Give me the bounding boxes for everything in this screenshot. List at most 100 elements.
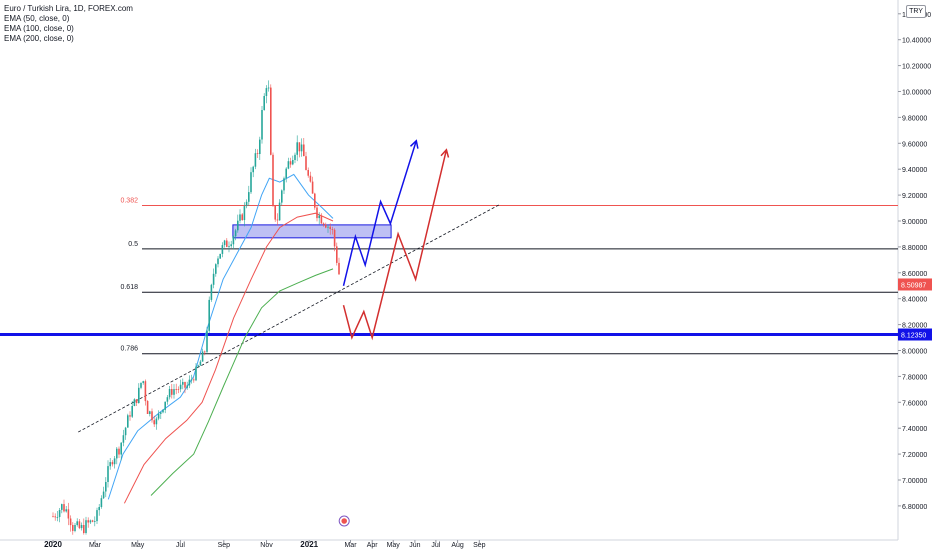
ema-100-legend[interactable]: EMA (100, close, 0) bbox=[4, 24, 74, 33]
candle-body bbox=[292, 160, 294, 165]
x-tick-label: Nov bbox=[260, 542, 273, 549]
candle-body bbox=[276, 219, 279, 221]
candle-body bbox=[226, 240, 228, 247]
y-tick-label: 9.20000 bbox=[902, 193, 927, 200]
candle-body bbox=[54, 516, 56, 518]
y-tick-label: 7.00000 bbox=[902, 478, 927, 485]
candle-body bbox=[215, 264, 217, 274]
event-marker-dot bbox=[341, 518, 348, 524]
candle-body bbox=[267, 87, 270, 89]
candle-body bbox=[261, 110, 263, 140]
candle-body bbox=[195, 366, 197, 381]
candle-body bbox=[314, 193, 316, 208]
y-tick-label: 6.80000 bbox=[902, 504, 927, 511]
candle-body bbox=[311, 181, 314, 194]
candle-body bbox=[168, 389, 171, 398]
candle-body bbox=[69, 518, 72, 526]
candle-body bbox=[272, 154, 274, 206]
y-tick-label: 9.40000 bbox=[902, 167, 927, 174]
candle-body bbox=[157, 413, 160, 419]
candle-body bbox=[85, 520, 87, 533]
currency-badge[interactable]: TRY bbox=[906, 5, 926, 18]
candle-body bbox=[305, 156, 307, 170]
candle-body bbox=[179, 384, 182, 390]
candle-body bbox=[173, 389, 175, 395]
price-label: 8.12350 bbox=[901, 333, 926, 340]
candle-body bbox=[327, 226, 329, 228]
candle-body bbox=[283, 178, 285, 191]
candle-body bbox=[98, 507, 100, 511]
candle-body bbox=[135, 399, 138, 403]
price-label-bg bbox=[898, 328, 932, 341]
candle-body bbox=[206, 330, 208, 352]
candle-body bbox=[61, 504, 63, 510]
candle-body bbox=[228, 246, 230, 247]
bullish-projection-path-arrowhead bbox=[409, 139, 419, 149]
x-tick-label: 2021 bbox=[300, 540, 318, 549]
candle-body bbox=[197, 365, 199, 367]
candle-body bbox=[65, 509, 67, 512]
y-tick-label: 8.00000 bbox=[902, 349, 927, 356]
candle-body bbox=[182, 382, 184, 385]
candle-body bbox=[298, 142, 301, 152]
candle-body bbox=[208, 299, 210, 331]
candle-body bbox=[278, 202, 281, 221]
x-tick-label: Jun bbox=[409, 542, 420, 549]
candle-body bbox=[309, 175, 312, 182]
y-tick-label: 7.60000 bbox=[902, 400, 927, 407]
candle-body bbox=[76, 521, 78, 525]
x-tick-label: Jul bbox=[431, 542, 440, 549]
candle-body bbox=[322, 223, 325, 225]
candle-body bbox=[230, 244, 232, 247]
candle-body bbox=[338, 262, 340, 275]
candle-body bbox=[164, 401, 166, 410]
candle-body bbox=[52, 516, 54, 518]
fib-label-0.382: 0.382 bbox=[120, 197, 138, 204]
candle-body bbox=[223, 240, 226, 246]
candle-body bbox=[281, 190, 283, 203]
y-tick-label: 7.20000 bbox=[902, 452, 927, 459]
ema-50-legend[interactable]: EMA (50, close, 0) bbox=[4, 14, 70, 23]
candle-body bbox=[120, 442, 122, 455]
y-tick-label: 9.00000 bbox=[902, 219, 927, 226]
ema-200-legend[interactable]: EMA (200, close, 0) bbox=[4, 34, 74, 43]
x-tick-label: May bbox=[131, 542, 145, 549]
candle-body bbox=[107, 466, 109, 482]
candle-body bbox=[193, 379, 195, 381]
x-tick-label: May bbox=[387, 542, 401, 549]
candle-body bbox=[199, 361, 202, 366]
x-tick-label: 2020 bbox=[44, 540, 62, 549]
candle-body bbox=[252, 166, 254, 173]
x-tick-label: Apr bbox=[367, 542, 379, 549]
candle-body bbox=[146, 401, 149, 414]
candle-body bbox=[294, 154, 296, 160]
candle-body bbox=[307, 170, 309, 176]
candle-body bbox=[124, 427, 127, 436]
candle-body bbox=[177, 389, 180, 390]
candle-body bbox=[331, 229, 334, 230]
candle-body bbox=[232, 236, 235, 245]
x-tick-label: Jul bbox=[176, 542, 185, 549]
candle-body bbox=[303, 144, 305, 157]
candle-body bbox=[83, 525, 85, 533]
candle-body bbox=[248, 192, 250, 202]
candle-body bbox=[80, 525, 83, 529]
candle-body bbox=[140, 382, 142, 388]
candle-body bbox=[155, 418, 158, 425]
candle-body bbox=[96, 510, 98, 522]
y-tick-label: 10.40000 bbox=[902, 38, 931, 45]
candle-body bbox=[274, 205, 276, 220]
candle-body bbox=[217, 258, 219, 265]
candle-body bbox=[256, 153, 259, 154]
candle-body bbox=[153, 420, 155, 425]
fib-label-0.786: 0.786 bbox=[120, 346, 138, 353]
bullish-projection-path bbox=[342, 140, 418, 286]
candle-body bbox=[94, 521, 96, 522]
candle-body bbox=[63, 504, 65, 512]
candle-body bbox=[105, 482, 107, 492]
candle-body bbox=[250, 172, 252, 193]
candle-body bbox=[142, 381, 144, 383]
candle-body bbox=[265, 88, 268, 96]
